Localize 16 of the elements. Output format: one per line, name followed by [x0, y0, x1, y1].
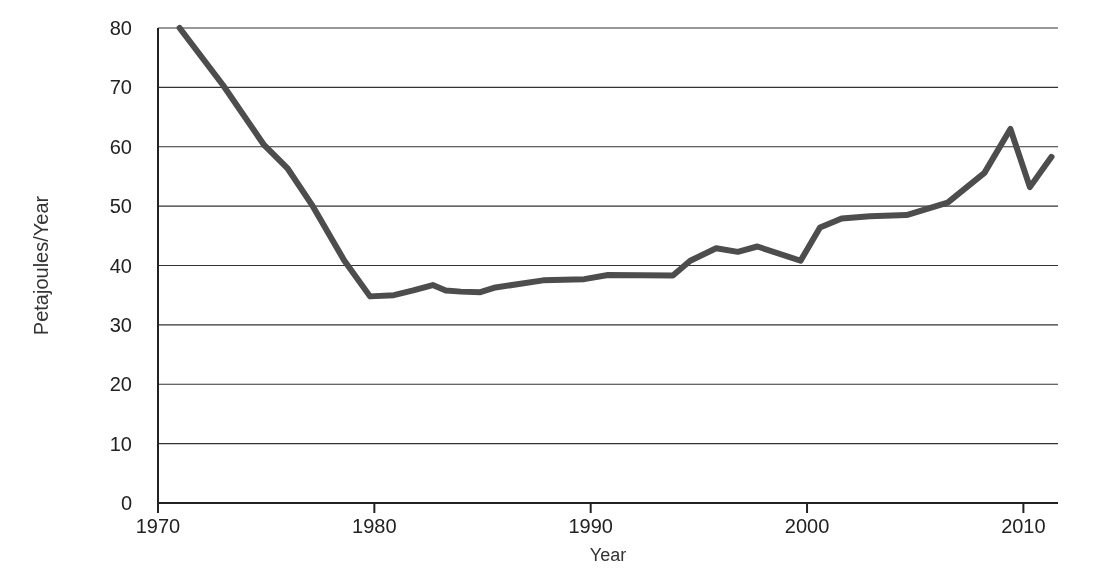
x-tick-label: 2000 — [784, 515, 830, 537]
y-tick-label: 80 — [109, 17, 132, 39]
x-tick-label: 2010 — [1001, 515, 1046, 537]
y-tick-label: 50 — [109, 195, 132, 218]
x-axis-title: Year — [589, 545, 627, 565]
y-tick-label: 40 — [109, 254, 132, 277]
y-tick-label: 70 — [109, 76, 132, 99]
x-tick-label: 1970 — [135, 515, 181, 537]
y-tick-label: 10 — [109, 432, 132, 455]
x-tick-label: 1990 — [568, 515, 613, 537]
y-axis-title: Petajoules/Year — [30, 195, 52, 336]
y-tick-label: 0 — [120, 492, 132, 514]
y-tick-label: 30 — [109, 313, 132, 336]
x-tick-label: 1980 — [352, 515, 397, 537]
y-tick-label: 60 — [109, 135, 132, 158]
y-tick-label: 20 — [109, 373, 132, 396]
